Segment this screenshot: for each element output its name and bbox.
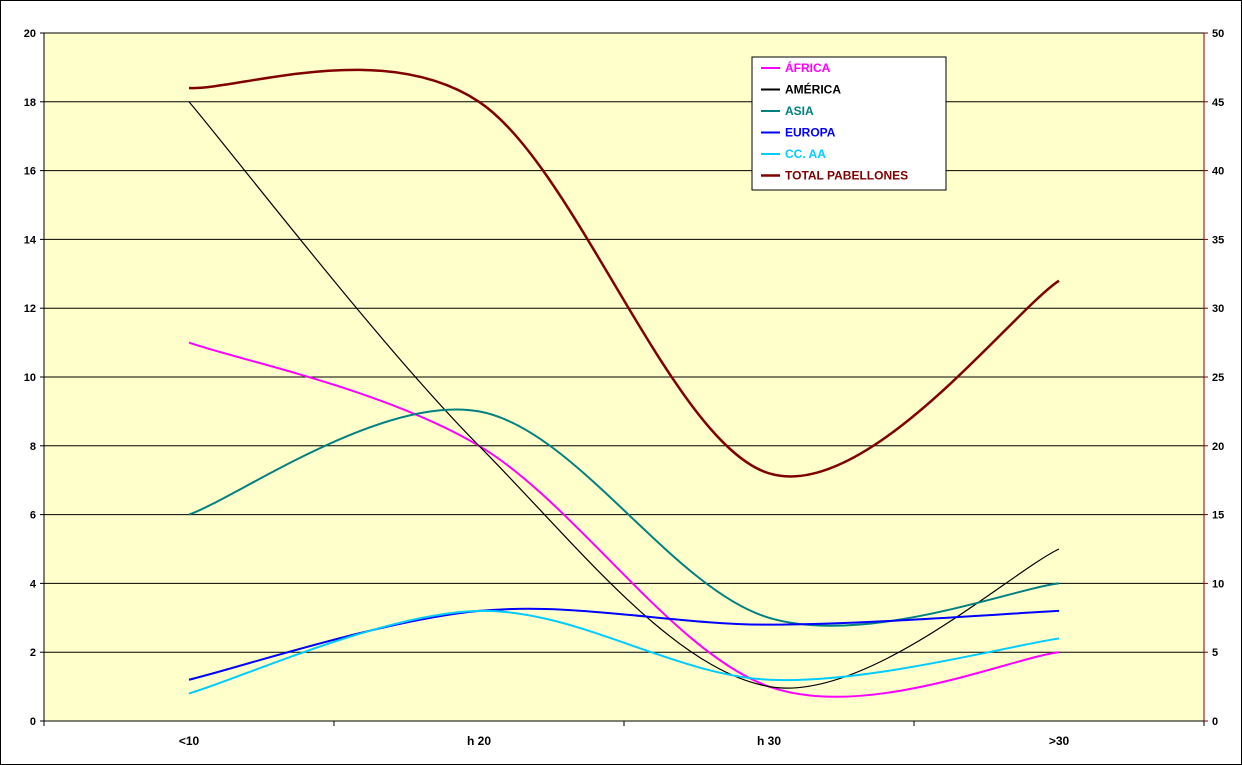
legend-label: TOTAL PABELLONES	[785, 169, 908, 183]
y-right-tick-label: 30	[1212, 303, 1224, 315]
y-right-tick-label: 10	[1212, 578, 1224, 590]
series-line	[188, 68, 1060, 478]
legend-label: EUROPA	[785, 126, 836, 140]
x-tick-label: <10	[179, 734, 200, 748]
x-tick-label: >30	[1049, 734, 1070, 748]
legend-label: CC. AA	[785, 147, 826, 161]
y-left-tick-label: 20	[24, 28, 36, 40]
x-tick-label: h 20	[467, 734, 491, 748]
legend-label: AMÉRICA	[785, 82, 841, 97]
legend-box	[751, 56, 947, 191]
y-left-tick-label: 12	[24, 303, 36, 315]
legend-label: ASIA	[785, 104, 814, 118]
y-right-tick-label: 5	[1212, 647, 1218, 659]
y-right-tick-label: 40	[1212, 166, 1224, 178]
x-tick-label: h 30	[757, 734, 781, 748]
y-left-tick-label: 16	[24, 166, 36, 178]
y-right-tick-label: 25	[1212, 372, 1224, 384]
y-right-tick-label: 45	[1212, 97, 1224, 109]
y-left-tick-label: 14	[24, 234, 37, 246]
y-right-tick-label: 50	[1212, 28, 1224, 40]
series-line	[188, 609, 1060, 695]
series-line	[188, 101, 1060, 689]
y-left-tick-label: 2	[30, 647, 36, 659]
y-left-tick-label: 6	[30, 510, 36, 522]
y-left-tick-label: 18	[24, 97, 36, 109]
y-right-tick-label: 35	[1212, 234, 1224, 246]
y-left-tick-label: 4	[30, 578, 37, 590]
series-line	[188, 607, 1060, 681]
series-line	[188, 341, 1060, 698]
y-left-tick-label: 8	[30, 441, 36, 453]
series-lines	[188, 68, 1060, 698]
series-line	[188, 408, 1060, 627]
y-left-tick-label: 10	[24, 372, 36, 384]
y-right-tick-label: 0	[1212, 716, 1218, 728]
legend: ÁFRICA AMÉRICA ASIA EUROPA CC. AA TOTAL PABEL…	[751, 56, 947, 191]
y-left-tick-label: 0	[30, 716, 36, 728]
y-right-tick-label: 15	[1212, 510, 1224, 522]
gridlines	[44, 32, 1204, 653]
legend-label: ÁFRICA	[785, 60, 831, 75]
axes: 0 2 4 6 8 10 12 14 16 18 20 0 5 10 15 20 25 30 35 40 45 50 <10…	[24, 28, 1225, 748]
y-right-tick-label: 20	[1212, 441, 1224, 453]
